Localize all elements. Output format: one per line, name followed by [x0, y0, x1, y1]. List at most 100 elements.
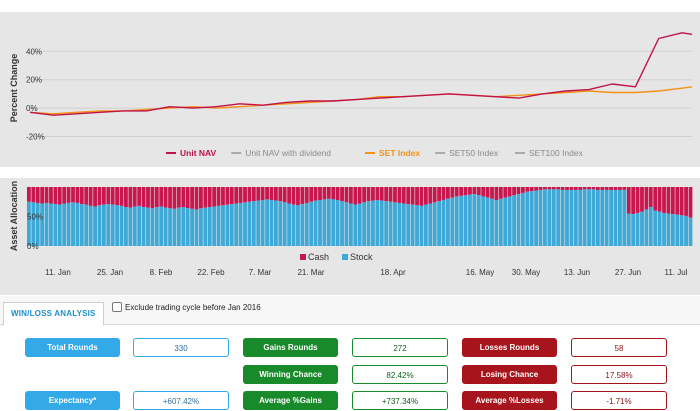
- stock-bar: [282, 202, 287, 246]
- cash-bar: [75, 187, 80, 203]
- stock-bar: [216, 205, 221, 246]
- cash-bar: [185, 187, 190, 209]
- legend-item-label: SET50 Index: [449, 148, 499, 158]
- cash-bar: [62, 187, 67, 204]
- cash-bar: [106, 187, 111, 205]
- cash-bar: [247, 187, 252, 202]
- stock-bar: [613, 189, 618, 246]
- stock-bar: [340, 201, 344, 246]
- cash-bar: [640, 187, 644, 212]
- cash-bar: [234, 187, 239, 204]
- tab-win-loss-analysis[interactable]: WIN/LOSS ANALYSIS: [3, 302, 104, 326]
- stock-bar: [525, 191, 530, 246]
- stock-bar: [124, 207, 128, 246]
- cash-bar: [419, 187, 424, 206]
- stock-bar: [516, 194, 521, 246]
- x-axis-label: 30. May: [512, 268, 540, 277]
- stock-bar: [490, 198, 494, 246]
- cash-bar: [670, 187, 675, 215]
- stock-bar: [49, 203, 53, 246]
- cash-bar: [591, 187, 596, 190]
- cash-bar: [525, 187, 530, 192]
- stock-bar: [194, 209, 199, 246]
- stock-bar: [71, 202, 75, 246]
- expectancy-value: +607.42%: [133, 391, 229, 410]
- stock-bar: [463, 195, 468, 246]
- cash-bar: [335, 187, 340, 200]
- stock-bar: [75, 202, 80, 246]
- cash-bar: [657, 187, 662, 212]
- exclude-checkbox[interactable]: [112, 302, 122, 312]
- stock-bar: [419, 205, 424, 246]
- cash-bar: [410, 187, 415, 205]
- line-chart-y-axis-label: Percent Change: [9, 54, 19, 123]
- stock-bar: [595, 189, 600, 246]
- stock-bar: [468, 194, 472, 246]
- stock-bar: [441, 199, 446, 246]
- exclude-filter[interactable]: Exclude trading cycle before Jan 2016: [112, 302, 261, 312]
- cash-bar: [326, 187, 331, 199]
- stock-bar: [243, 202, 247, 246]
- cash-bar: [225, 187, 230, 205]
- stock-bar: [304, 202, 309, 246]
- stock-bar: [40, 203, 45, 246]
- cash-bar: [212, 187, 217, 207]
- stock-bar: [101, 204, 106, 246]
- stock-bar: [366, 201, 371, 246]
- cash-bar: [481, 187, 486, 197]
- cash-bar: [463, 187, 468, 196]
- legend-swatch: [342, 254, 348, 260]
- stock-bar: [688, 217, 693, 246]
- stock-bar: [234, 203, 239, 246]
- stock-bar: [181, 207, 186, 246]
- x-axis-label: 13. Jun: [564, 268, 590, 277]
- line-chart-legend: Unit NAV Unit NAV with dividend SET Index S…: [166, 148, 584, 158]
- cash-bar: [684, 187, 688, 216]
- stock-bar: [657, 211, 662, 246]
- stock-bar: [66, 202, 71, 246]
- cash-bar: [49, 187, 53, 204]
- cash-bar: [547, 187, 552, 190]
- cash-bar: [93, 187, 97, 207]
- cash-bar: [490, 187, 494, 199]
- cash-bar: [265, 187, 269, 200]
- cash-bar: [44, 187, 49, 203]
- cash-bar: [154, 187, 159, 208]
- cash-bar: [688, 187, 693, 218]
- stock-bar: [128, 207, 133, 246]
- stock-bar: [132, 206, 137, 246]
- line-y-tick-label: 0%: [26, 104, 38, 113]
- stock-bar: [543, 189, 547, 246]
- cash-bar: [556, 187, 561, 190]
- stock-bar: [534, 190, 539, 246]
- cash-bar: [115, 187, 120, 206]
- cash-bar: [27, 187, 31, 202]
- stock-bar: [578, 189, 583, 246]
- stock-bar: [644, 209, 649, 246]
- stock-bar: [62, 203, 67, 246]
- stock-bar: [379, 200, 384, 246]
- cash-bar: [146, 187, 150, 208]
- average-losses-value: -1.71%: [571, 391, 667, 410]
- stock-bar: [631, 214, 636, 246]
- cash-bar: [503, 187, 508, 198]
- stock-bar: [176, 207, 181, 246]
- average-gains-value: +737.34%: [352, 391, 448, 410]
- stock-bar: [472, 194, 477, 246]
- stock-bar: [529, 191, 534, 246]
- cash-bar: [300, 187, 305, 205]
- stock-bar: [591, 189, 596, 246]
- stock-bar: [454, 196, 459, 246]
- stock-bar: [331, 199, 336, 246]
- stock-bar: [265, 199, 269, 246]
- losing-chance-value: 17.58%: [571, 365, 667, 384]
- stock-bar: [318, 199, 322, 246]
- cash-bar: [159, 187, 164, 207]
- stock-bar: [648, 207, 653, 246]
- stock-bar: [437, 201, 441, 246]
- stock-bar: [207, 207, 212, 246]
- stock-bar: [670, 214, 675, 246]
- legend-swatch: [300, 254, 306, 260]
- stock-bar: [640, 211, 644, 246]
- stock-bar: [626, 213, 631, 246]
